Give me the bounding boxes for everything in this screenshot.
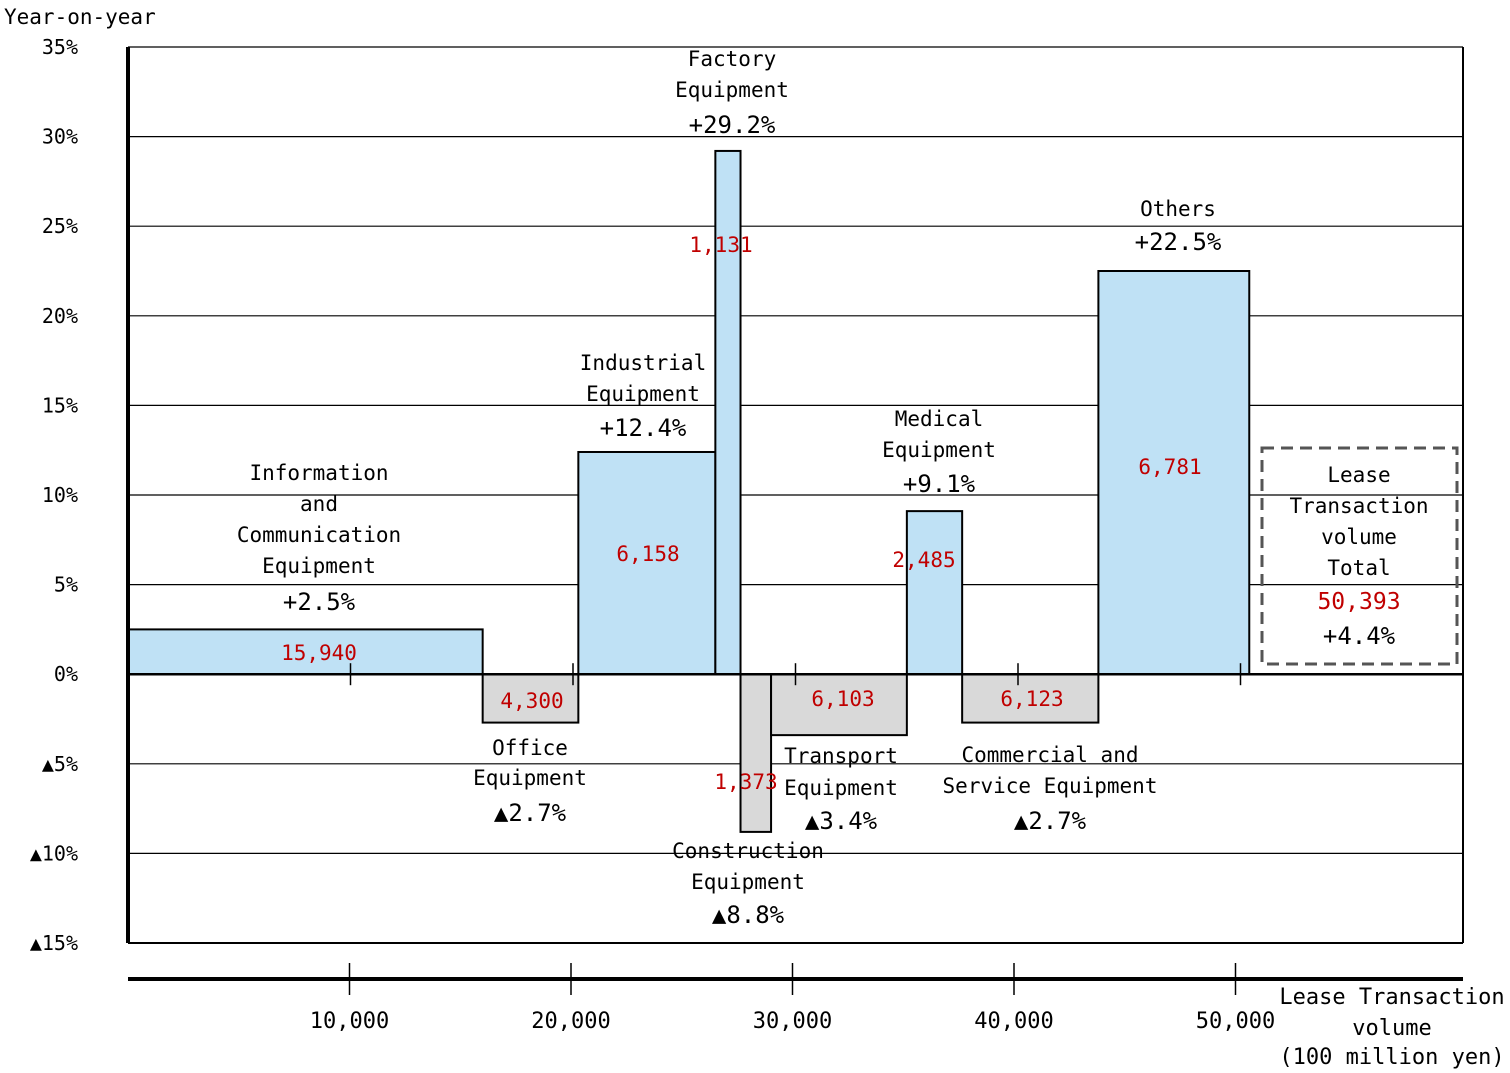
- y-tick-label: 35%: [42, 35, 78, 59]
- x-tick-label: 20,000: [531, 1009, 610, 1034]
- bar: [1097, 270, 1251, 676]
- category-label: Equipment: [262, 554, 376, 578]
- x-axis-title: (100 million yen): [1279, 1045, 1504, 1070]
- category-label: Others: [1140, 197, 1216, 221]
- volume-value: 1,373: [714, 770, 777, 794]
- category-label: Factory: [688, 47, 777, 71]
- volume-value: 6,123: [1000, 687, 1063, 711]
- total-label: Transaction: [1289, 494, 1428, 518]
- category-label: Industrial: [580, 351, 706, 375]
- y-tick-label: 5%: [54, 573, 78, 597]
- change-label: +22.5%: [1135, 228, 1222, 256]
- x-tick-label: 10,000: [310, 1009, 389, 1034]
- change-label: ▲8.8%: [712, 901, 785, 929]
- category-label: Equipment: [691, 870, 805, 894]
- volume-value: 1,131: [689, 233, 752, 257]
- change-label: ▲2.7%: [494, 799, 567, 827]
- category-label: Equipment: [882, 438, 996, 462]
- x-tick-label: 50,000: [1196, 1009, 1275, 1034]
- total-label: Total: [1327, 556, 1390, 580]
- x-axis-title: Lease Transaction: [1279, 985, 1504, 1010]
- y-tick-label: ▲15%: [30, 931, 78, 955]
- bar: [770, 673, 908, 737]
- volume-value: 15,940: [281, 641, 357, 665]
- y-tick-label: ▲10%: [30, 841, 78, 865]
- x-tick-label: 40,000: [974, 1009, 1053, 1034]
- y-tick-label: ▲5%: [42, 752, 78, 776]
- y-tick-label: 10%: [42, 483, 78, 507]
- volume-value: 6,103: [811, 687, 874, 711]
- total-volume-value: 50,393: [1317, 589, 1400, 615]
- category-label: Communication: [237, 523, 401, 547]
- total-label: volume: [1321, 525, 1397, 549]
- change-label: ▲3.4%: [805, 807, 878, 835]
- y-tick-label: 25%: [42, 214, 78, 238]
- category-label: Office: [492, 736, 568, 760]
- y-tick-label: 20%: [42, 304, 78, 328]
- bar: [739, 673, 773, 833]
- category-label: Information: [249, 461, 388, 485]
- change-label: +9.1%: [903, 470, 976, 498]
- category-label: Equipment: [586, 382, 700, 406]
- bar: [714, 149, 742, 676]
- change-label: +2.5%: [283, 588, 356, 616]
- volume-value: 2,485: [892, 548, 955, 572]
- volume-value: 4,300: [500, 689, 563, 713]
- total-box: [1260, 446, 1459, 666]
- category-label: and: [300, 492, 338, 516]
- bar: [127, 628, 484, 676]
- category-label: Equipment: [784, 776, 898, 800]
- category-label: Commercial and: [961, 743, 1138, 767]
- y-tick-label: 15%: [42, 393, 78, 417]
- category-label: Medical: [895, 407, 984, 431]
- bar: [905, 510, 964, 676]
- total-change-label: +4.4%: [1323, 622, 1396, 650]
- category-label: Equipment: [675, 78, 789, 102]
- change-label: ▲2.7%: [1014, 807, 1087, 835]
- x-tick-label: 30,000: [753, 1009, 832, 1034]
- y-tick-label: 30%: [42, 125, 78, 149]
- y-tick-label: 0%: [54, 662, 78, 686]
- bar: [961, 673, 1100, 724]
- category-label: Transport: [784, 744, 898, 768]
- y-axis-title: Year-on-year: [4, 5, 156, 29]
- axes: [126, 47, 1464, 995]
- labels: 35% 30% 25% 20% 15% 10% 5% 0% ▲5% ▲10% ▲15% 10,000 2…: [30, 35, 1505, 1070]
- category-label: Service Equipment: [943, 774, 1158, 798]
- category-label: Construction: [672, 839, 824, 863]
- volume-value: 6,158: [616, 542, 679, 566]
- volume-value: 6,781: [1138, 455, 1201, 479]
- total-label: Lease: [1327, 463, 1390, 487]
- change-label: +12.4%: [600, 414, 687, 442]
- category-label: Equipment: [473, 766, 587, 790]
- x-axis-title: volume: [1352, 1016, 1431, 1041]
- change-label: +29.2%: [689, 111, 776, 139]
